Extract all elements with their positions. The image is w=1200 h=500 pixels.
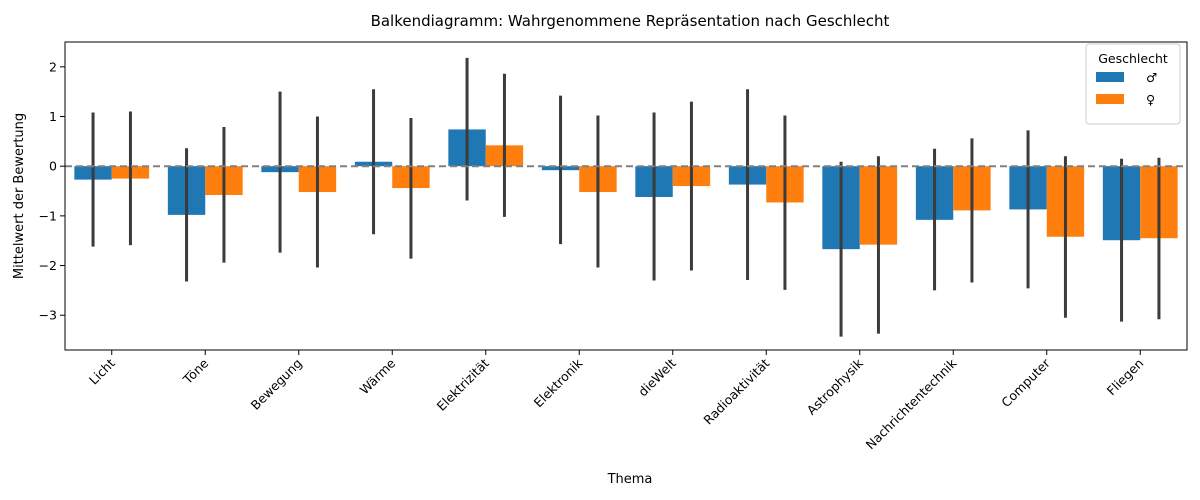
y-tick-label: −2 — [39, 258, 57, 273]
legend-entry-label: ♂ — [1146, 70, 1157, 85]
legend-swatch — [1096, 94, 1124, 104]
y-tick-label: 1 — [49, 109, 57, 124]
error-bars-group — [91, 57, 1161, 337]
legend-entry-label: ♀ — [1146, 92, 1155, 107]
y-axis: −3 −2 −1 0 1 2 — [39, 59, 65, 323]
legend-swatch — [1096, 72, 1124, 82]
legend: Geschlecht ♂ ♀ — [1085, 43, 1181, 125]
y-tick-label: 0 — [49, 159, 57, 174]
y-tick-label: 2 — [49, 59, 57, 74]
legend-title: Geschlecht — [1098, 51, 1168, 66]
y-tick-label: −3 — [39, 308, 57, 323]
chart-title: Balkendiagramm: Wahrgenommene Repräsenta… — [371, 12, 890, 30]
y-axis-label: Mittelwert der Bewertung — [12, 113, 27, 279]
x-axis-label: Thema — [607, 472, 653, 487]
plot-frame — [64, 41, 1188, 351]
y-tick-label: −1 — [39, 208, 57, 223]
